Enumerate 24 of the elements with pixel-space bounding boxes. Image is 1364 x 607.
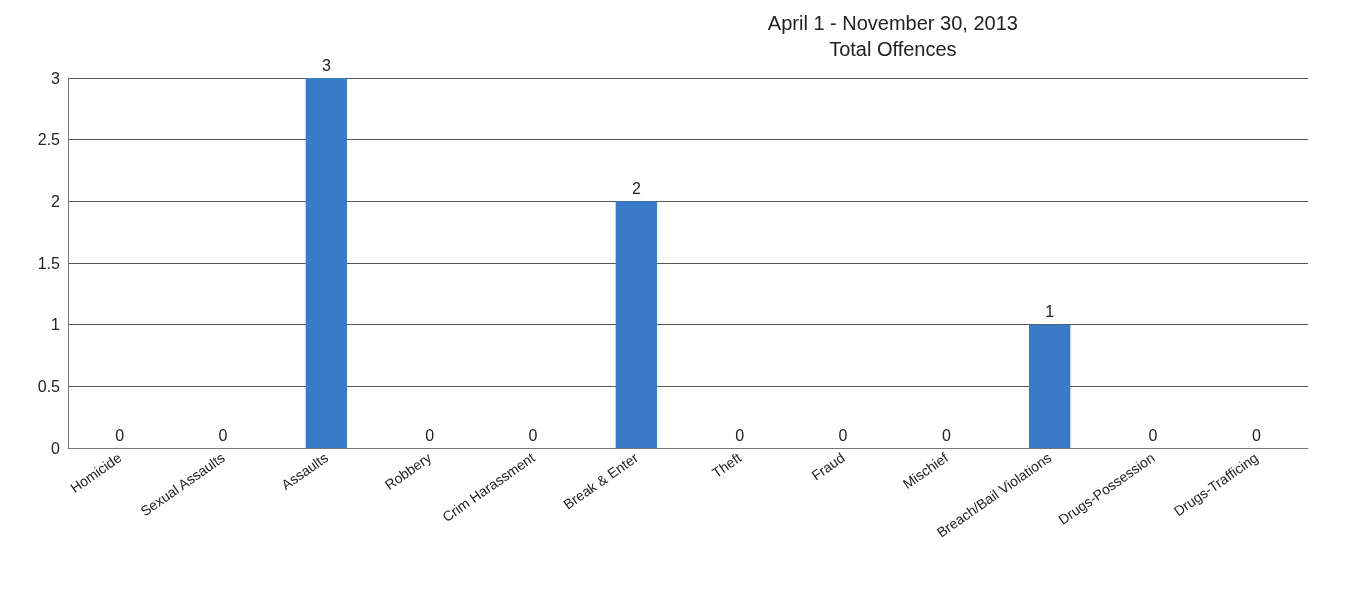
data-label: 0 xyxy=(115,426,125,444)
data-label: 0 xyxy=(941,426,951,444)
y-tick-label: 2.5 xyxy=(37,131,61,149)
data-label: 0 xyxy=(1148,426,1158,444)
data-label: 0 xyxy=(218,426,228,444)
bar xyxy=(615,201,657,448)
data-label: 0 xyxy=(735,426,745,444)
data-label: 0 xyxy=(425,426,435,444)
y-tick-label: 2 xyxy=(51,192,61,210)
data-label: 2 xyxy=(631,179,641,197)
y-tick-label: 1.5 xyxy=(37,254,61,272)
data-label: 1 xyxy=(1045,303,1055,321)
bar xyxy=(305,78,347,448)
y-tick-label: 3 xyxy=(51,69,61,87)
chart-title: April 1 - November 30, 2013 xyxy=(767,12,1018,34)
chart-subtitle: Total Offences xyxy=(829,38,957,60)
data-label: 0 xyxy=(838,426,848,444)
y-tick-label: 0.5 xyxy=(37,377,61,395)
data-label: 3 xyxy=(321,56,331,74)
data-label: 0 xyxy=(1251,426,1261,444)
bar xyxy=(1029,324,1071,448)
y-tick-label: 0 xyxy=(51,439,61,457)
data-label: 0 xyxy=(528,426,538,444)
y-tick-label: 1 xyxy=(51,316,61,334)
